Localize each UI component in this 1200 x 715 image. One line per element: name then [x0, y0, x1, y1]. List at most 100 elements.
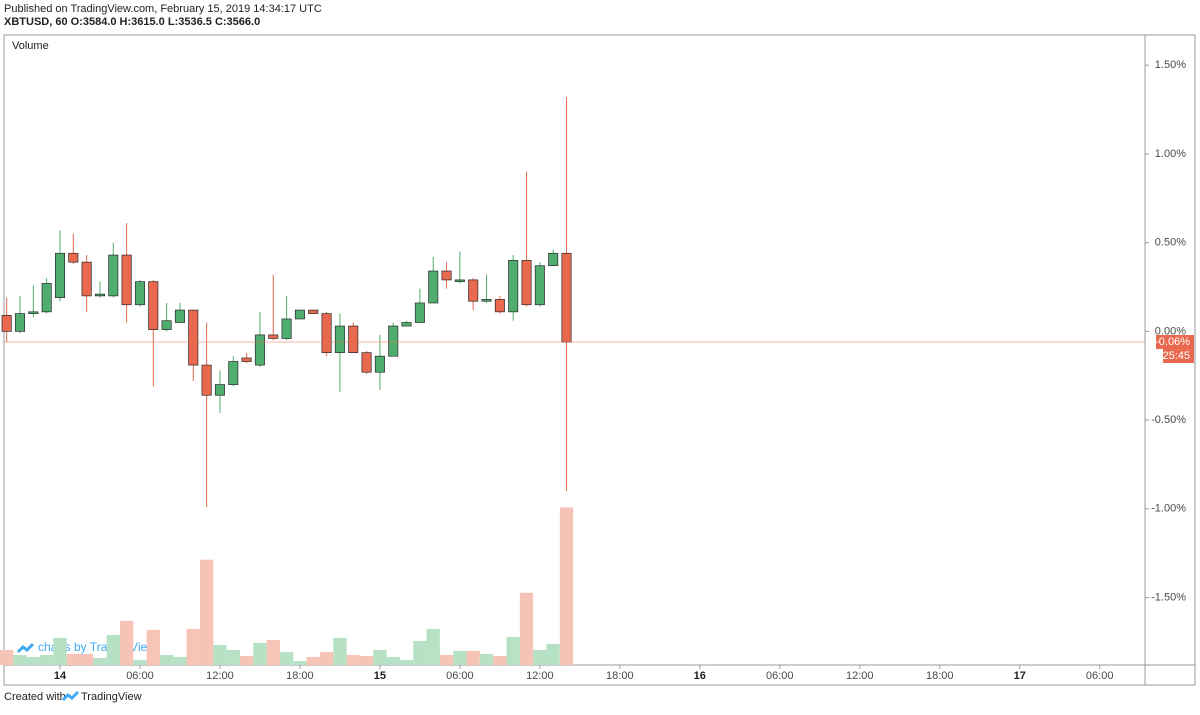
volume-bar [413, 640, 427, 665]
volume-bar [386, 656, 400, 665]
volume-bar [199, 559, 214, 665]
volume-bar [119, 620, 134, 665]
watermark-logo [16, 642, 35, 654]
candle-body [54, 252, 65, 298]
volume-bar [53, 637, 67, 665]
volume-bar [493, 655, 507, 665]
x-tick-label: 15 [374, 670, 386, 682]
footer-logo [61, 690, 80, 702]
candle-body [174, 309, 185, 323]
candle-body [241, 357, 252, 362]
volume-bar [226, 649, 240, 665]
volume-bar [359, 655, 374, 665]
volume-bar [333, 637, 347, 665]
volume-bar [306, 656, 320, 665]
candle-body [108, 254, 119, 297]
volume-bar [559, 507, 574, 665]
candle-body [161, 320, 172, 330]
volume-bar [546, 643, 560, 665]
volume-bar [93, 657, 107, 665]
candle-body [414, 302, 425, 323]
x-tick-label: 16 [694, 670, 706, 682]
volume-bar [253, 642, 267, 665]
x-tick-label: 18:00 [286, 670, 314, 682]
volume-bar [266, 639, 280, 665]
watermark: charts by TradingView [16, 640, 156, 654]
y-tick-label: 1.00% [1155, 148, 1186, 160]
candle-body [454, 279, 465, 283]
volume-bar [66, 653, 80, 665]
candle-body [388, 325, 399, 357]
footer-brand: TradingView [81, 691, 142, 703]
x-tick-label: 18:00 [926, 670, 954, 682]
countdown-box [1163, 349, 1194, 364]
footer-prefix: Created with [4, 691, 66, 703]
volume-bar [106, 634, 120, 665]
volume-bar [399, 659, 414, 665]
y-tick-label: 0.00% [1155, 325, 1186, 337]
volume-bar [13, 654, 27, 665]
candle-body [521, 260, 532, 306]
candle-body [14, 313, 26, 332]
y-tick-label: -1.50% [1151, 591, 1186, 603]
volume-bar [519, 592, 534, 665]
candle-body [428, 270, 439, 304]
volume-bar [293, 660, 307, 665]
x-tick-label: 12:00 [526, 670, 554, 682]
last-price-box [1156, 335, 1194, 350]
candle-body [294, 309, 305, 320]
candle-body [308, 309, 319, 314]
x-tick-label: 06:00 [446, 670, 474, 682]
candle-body [321, 313, 332, 354]
candle-body [561, 252, 572, 343]
pane-label: Volume [12, 40, 49, 52]
volume-bar [159, 654, 174, 665]
pane-label-box [8, 38, 48, 53]
volume-bar [466, 650, 480, 665]
candle-body [348, 325, 359, 354]
candle-body [441, 270, 452, 281]
candle-body [268, 334, 279, 339]
candle-body [134, 281, 145, 306]
candle-body [468, 279, 479, 302]
volume-bar [173, 656, 187, 665]
candle-body [201, 364, 212, 396]
candle-body [28, 311, 39, 314]
published-line: Published on TradingView.com, February 1… [4, 3, 322, 15]
candle-body [148, 281, 159, 330]
volume-bar [533, 649, 547, 665]
x-tick-label: 06:00 [1086, 670, 1114, 682]
candle-body [334, 325, 345, 354]
volume-bar [146, 629, 160, 665]
candle-body [94, 293, 105, 297]
candle-body [1, 315, 12, 332]
candle-body [374, 355, 385, 373]
candle-body [401, 322, 412, 327]
candle-body [41, 283, 52, 313]
x-tick-label: 14 [54, 670, 67, 682]
candle-body [188, 309, 199, 366]
volume-bar [346, 654, 360, 665]
volume-bar [373, 649, 387, 665]
volume-bar [279, 651, 294, 665]
candle-body [548, 252, 559, 267]
countdown-label: 25:45 [1162, 350, 1190, 362]
candle-body [481, 299, 492, 302]
candle-body [254, 334, 265, 366]
x-tick-label: 06:00 [766, 670, 794, 682]
volume-bar [79, 653, 94, 665]
y-tick-label: -1.00% [1151, 503, 1186, 515]
volume-bar [239, 655, 254, 665]
volume-bar [453, 650, 467, 665]
volume-bar [506, 636, 520, 665]
candle-body [68, 252, 79, 263]
x-tick-label: 12:00 [206, 670, 234, 682]
y-tick-label: 1.50% [1155, 59, 1186, 71]
volume-bar [213, 644, 227, 665]
candle-body [214, 384, 225, 396]
volume-bar [0, 649, 14, 665]
symbol-line: XBTUSD, 60 O:3584.0 H:3615.0 L:3536.5 C:… [4, 16, 260, 28]
x-tick-label: 12:00 [846, 670, 874, 682]
